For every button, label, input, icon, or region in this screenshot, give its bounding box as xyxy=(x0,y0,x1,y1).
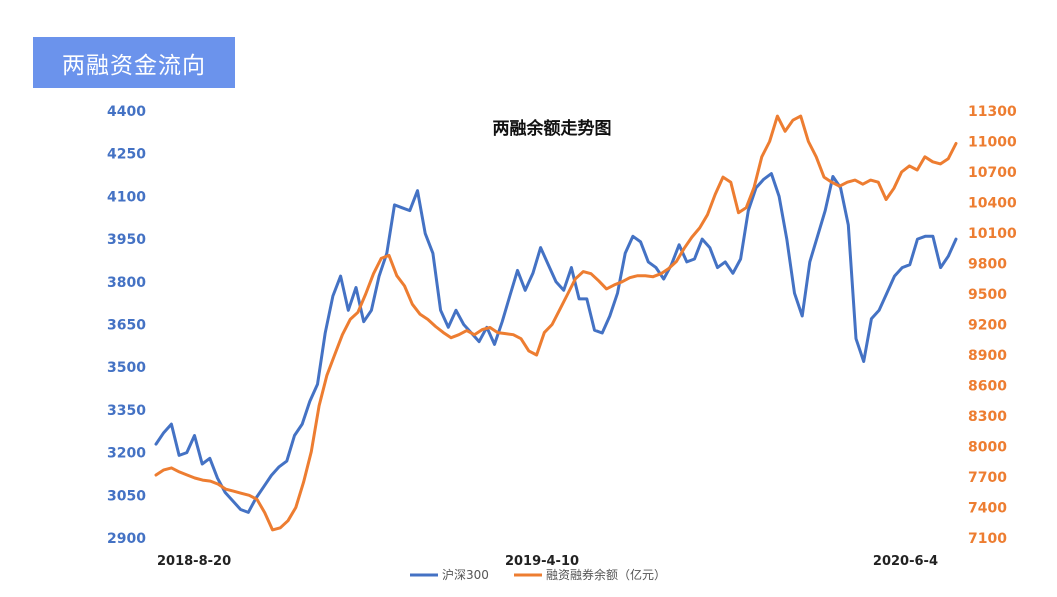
right-tick-label: 8000 xyxy=(968,440,1007,456)
right-tick-label: 8300 xyxy=(968,409,1007,425)
chart-title: 两融余额走势图 xyxy=(493,118,612,139)
right-tick-label: 8600 xyxy=(968,379,1007,395)
left-tick-label: 4100 xyxy=(107,189,146,205)
x-tick-label: 2020-6-4 xyxy=(873,554,938,569)
left-tick-label: 4250 xyxy=(107,147,146,163)
left-axis-ticks: 2900 3050 3200 3350 3500 3650 3800 3950 4100 4250… xyxy=(107,104,146,547)
left-tick-label: 3050 xyxy=(107,488,146,504)
right-tick-label: 9500 xyxy=(968,287,1007,303)
left-tick-label: 3800 xyxy=(107,275,146,291)
right-tick-label: 10700 xyxy=(968,165,1017,181)
left-tick-label: 3350 xyxy=(107,403,146,419)
right-tick-label: 7700 xyxy=(968,470,1007,486)
left-tick-label: 3950 xyxy=(107,232,146,248)
x-axis-ticks: 2018-8-20 2019-4-10 2020-6-4 xyxy=(157,554,938,569)
series-lines xyxy=(154,114,958,532)
x-tick-label: 2019-4-10 xyxy=(505,554,579,569)
right-tick-label: 9200 xyxy=(968,318,1007,334)
left-tick-label: 3200 xyxy=(107,446,146,462)
series-line-hs300 xyxy=(154,172,958,514)
left-tick-label: 3500 xyxy=(107,360,146,376)
right-tick-label: 7100 xyxy=(968,531,1007,547)
right-tick-label: 9800 xyxy=(968,257,1007,273)
legend-label: 沪深300 xyxy=(442,568,489,582)
left-tick-label: 3650 xyxy=(107,318,146,334)
right-tick-label: 10400 xyxy=(968,196,1017,212)
legend: 沪深300 融资融券余额（亿元） xyxy=(410,567,666,582)
right-axis-ticks: 7100 7400 7700 8000 8300 8600 8900 9200 9500 9800… xyxy=(968,104,1017,547)
legend-label: 融资融券余额（亿元） xyxy=(546,567,666,582)
right-tick-label: 10100 xyxy=(968,226,1017,242)
left-tick-label: 2900 xyxy=(107,531,146,547)
section-banner: 两融资金流向 xyxy=(33,37,235,88)
section-title: 两融资金流向 xyxy=(62,52,206,79)
right-tick-label: 7400 xyxy=(968,501,1007,517)
right-tick-label: 8900 xyxy=(968,348,1007,364)
series-line-margin-balance xyxy=(154,114,958,532)
left-tick-label: 4400 xyxy=(107,104,146,120)
x-tick-label: 2018-8-20 xyxy=(157,554,231,569)
right-tick-label: 11300 xyxy=(968,104,1017,120)
right-tick-label: 11000 xyxy=(968,135,1017,151)
